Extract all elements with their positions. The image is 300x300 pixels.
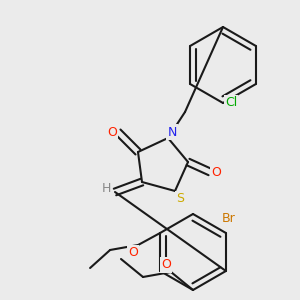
Text: S: S <box>176 193 184 206</box>
Text: N: N <box>167 125 177 139</box>
Text: O: O <box>107 125 117 139</box>
Text: Cl: Cl <box>225 97 237 110</box>
Text: O: O <box>161 259 171 272</box>
Text: Br: Br <box>222 212 236 226</box>
Text: O: O <box>211 166 221 178</box>
Text: O: O <box>128 247 138 260</box>
Text: H: H <box>101 182 111 194</box>
